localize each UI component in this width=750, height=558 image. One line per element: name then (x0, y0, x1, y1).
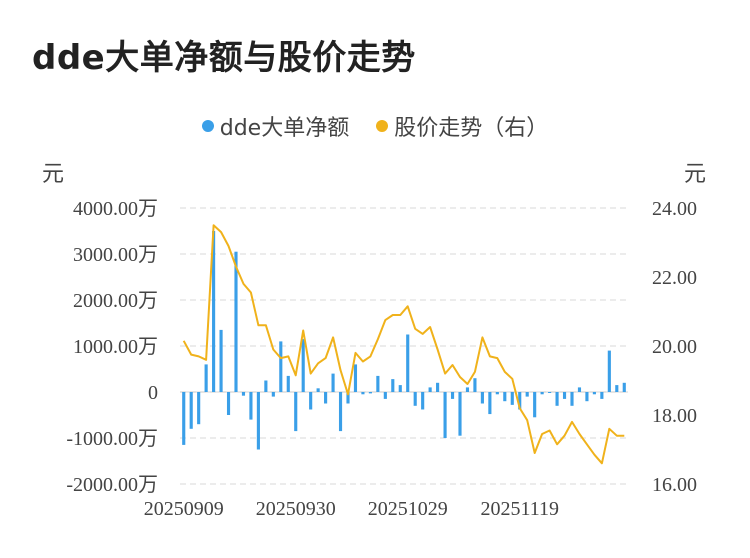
dde-bar (241, 392, 246, 396)
dde-bar (324, 392, 328, 404)
legend-marker-dde (201, 120, 214, 132)
dde-bar (533, 392, 537, 418)
right-tick-label: 18.00 (652, 405, 697, 427)
left-tick-label: 3000.00万 (73, 244, 158, 266)
legend: dde大单净额 股价走势（右） (0, 110, 750, 142)
dde-bar (271, 392, 275, 397)
dde-bar (226, 392, 231, 415)
dde-bar (346, 392, 350, 404)
dde-bar (562, 392, 567, 399)
dde-bar (473, 378, 477, 392)
dde-bar (488, 392, 492, 415)
dde-bar (197, 392, 201, 425)
dde-bar (286, 375, 290, 392)
dde-bar (465, 387, 470, 392)
dde-bar (503, 392, 507, 402)
dde-bar (436, 382, 440, 392)
dde-bar (294, 392, 298, 432)
dde-bar (570, 392, 574, 406)
right-tick-label: 16.00 (652, 474, 697, 496)
dde-bar (212, 231, 216, 392)
left-tick-label: 4000.00万 (73, 198, 158, 220)
dde-bar (510, 392, 514, 405)
dde-bar (480, 392, 484, 404)
dde-bar (585, 392, 589, 402)
dde-bar (368, 392, 372, 394)
dde-bar (615, 385, 619, 392)
dde-bar (189, 392, 193, 429)
left-tick-label: 2000.00万 (73, 290, 158, 312)
x-tick-label: 20251119 (480, 498, 559, 520)
right-tick-label: 20.00 (652, 336, 697, 358)
dde-bar (413, 392, 417, 406)
legend-label-price: 股价走势（右） (394, 116, 549, 141)
dde-bar (548, 392, 552, 393)
legend-label-dde: dde大单净额 (219, 116, 350, 141)
dde-bar (309, 392, 313, 410)
dde-bar (316, 388, 320, 392)
left-axis-unit: 元 (42, 162, 65, 187)
dde-bar (577, 387, 582, 392)
dde-bar (421, 392, 425, 410)
price-line (182, 224, 625, 465)
dde-bar (495, 392, 499, 395)
dde-bar (256, 392, 260, 450)
dde-bar (622, 382, 626, 392)
x-tick-label: 20251029 (368, 498, 448, 520)
dde-bar (219, 329, 223, 392)
right-tick-label: 22.00 (652, 267, 697, 289)
right-axis-unit: 元 (684, 162, 707, 187)
dde-bar (338, 392, 343, 432)
legend-item-price[interactable]: 股价走势（右） (376, 110, 548, 142)
dde-bar (592, 392, 596, 395)
dde-bar (249, 392, 253, 420)
dde-bar (443, 392, 447, 438)
x-tick-label: 20250930 (256, 498, 336, 520)
dde-bar (204, 364, 208, 392)
dde-bar (279, 341, 283, 392)
dde-bar (540, 392, 544, 395)
left-tick-label: -1000.00万 (66, 428, 158, 450)
dde-bar (383, 392, 387, 399)
dde-bar (234, 251, 238, 392)
dde-bar (458, 392, 462, 436)
dde-bar (361, 392, 365, 395)
dde-bar (406, 334, 410, 392)
dde-bar (182, 392, 186, 445)
dde-bar (353, 364, 358, 392)
x-tick-label: 20250909 (144, 498, 224, 520)
dde-bar (600, 392, 604, 399)
right-tick-label: 24.00 (652, 198, 697, 220)
dde-bar (398, 385, 402, 392)
chart-title: dde大单净额与股价走势 (32, 38, 416, 78)
legend-item-dde[interactable]: dde大单净额 (201, 110, 350, 142)
dde-bar (518, 392, 522, 410)
left-tick-label: 1000.00万 (73, 336, 158, 358)
dde-bar (301, 339, 305, 392)
dde-bar (450, 392, 455, 399)
dde-bar (391, 379, 395, 392)
left-tick-label: 0 (148, 382, 158, 404)
left-tick-label: -2000.00万 (66, 474, 158, 496)
dde-bar (331, 373, 335, 392)
dde-bar (555, 392, 559, 406)
dde-bar (264, 380, 268, 392)
dde-bar (607, 350, 611, 392)
dde-bar (376, 375, 380, 392)
dde-bar (428, 387, 432, 392)
legend-marker-price (376, 120, 389, 132)
dde-bar (525, 392, 529, 397)
